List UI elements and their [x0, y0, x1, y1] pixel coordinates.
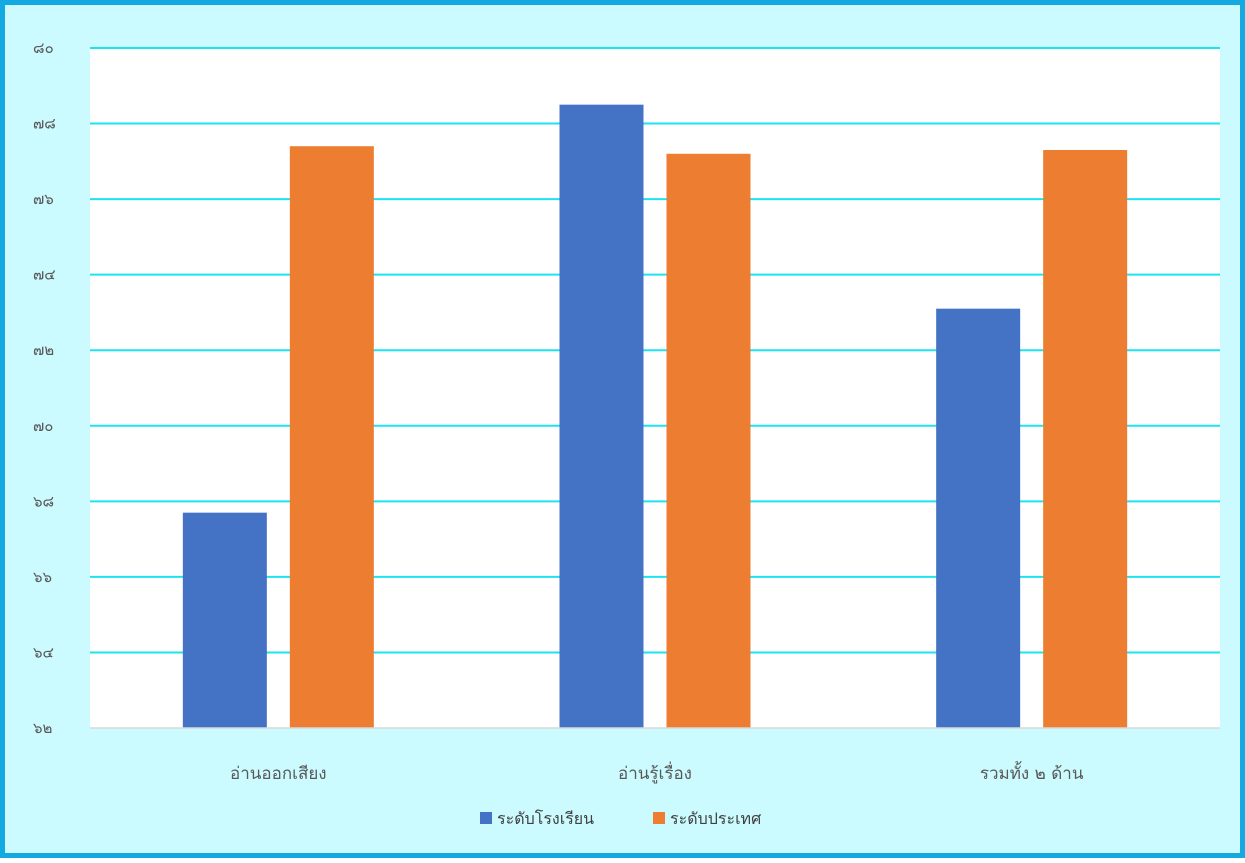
legend: ระดับโรงเรียน ระดับประเทศ	[480, 809, 761, 828]
x-category-label: อ่านออกเสียง	[230, 764, 327, 784]
plot-area	[90, 48, 1220, 728]
y-tick-label: ๖๘	[33, 492, 54, 510]
y-tick-label: ๖๖	[33, 568, 52, 586]
bar-school-0	[182, 512, 267, 728]
legend-label: ระดับประเทศ	[670, 809, 761, 828]
y-tick-label: ๗๐	[33, 417, 53, 435]
y-tick-label: ๗๔	[33, 266, 56, 284]
legend-label: ระดับโรงเรียน	[497, 809, 594, 828]
x-axis-categories: อ่านออกเสียง อ่านรู้เรื่อง รวมทั้ง ๒ ด้าน	[230, 761, 1084, 784]
bars	[182, 104, 1128, 728]
bar-school-1	[559, 104, 644, 728]
bar-national-1	[666, 153, 751, 728]
legend-swatch	[653, 812, 665, 824]
bar-national-0	[289, 146, 374, 728]
y-tick-label: ๗๒	[33, 341, 54, 359]
bar-national-2	[1043, 150, 1128, 728]
y-tick-label: ๘๐	[33, 39, 54, 57]
legend-swatch	[480, 812, 492, 824]
y-tick-label: ๗๖	[33, 190, 54, 208]
bar-school-2	[936, 308, 1021, 728]
y-tick-label: ๖๔	[33, 643, 54, 661]
x-category-label: รวมทั้ง ๒ ด้าน	[980, 761, 1084, 784]
y-tick-label: ๗๘	[33, 115, 56, 133]
y-axis-ticks: ๖๒ ๖๔ ๖๖ ๖๘ ๗๐ ๗๒ ๗๔ ๗๖ ๗๘ ๘๐	[33, 39, 56, 737]
x-category-label: อ่านรู้เรื่อง	[618, 761, 692, 784]
gridlines	[90, 47, 1220, 654]
bar-chart: ๖๒ ๖๔ ๖๖ ๖๘ ๗๐ ๗๒ ๗๔ ๗๖ ๗๘ ๘๐ อ่านออกเสียง อ่านรู้…	[33, 39, 1220, 828]
y-tick-label: ๖๒	[33, 719, 52, 737]
